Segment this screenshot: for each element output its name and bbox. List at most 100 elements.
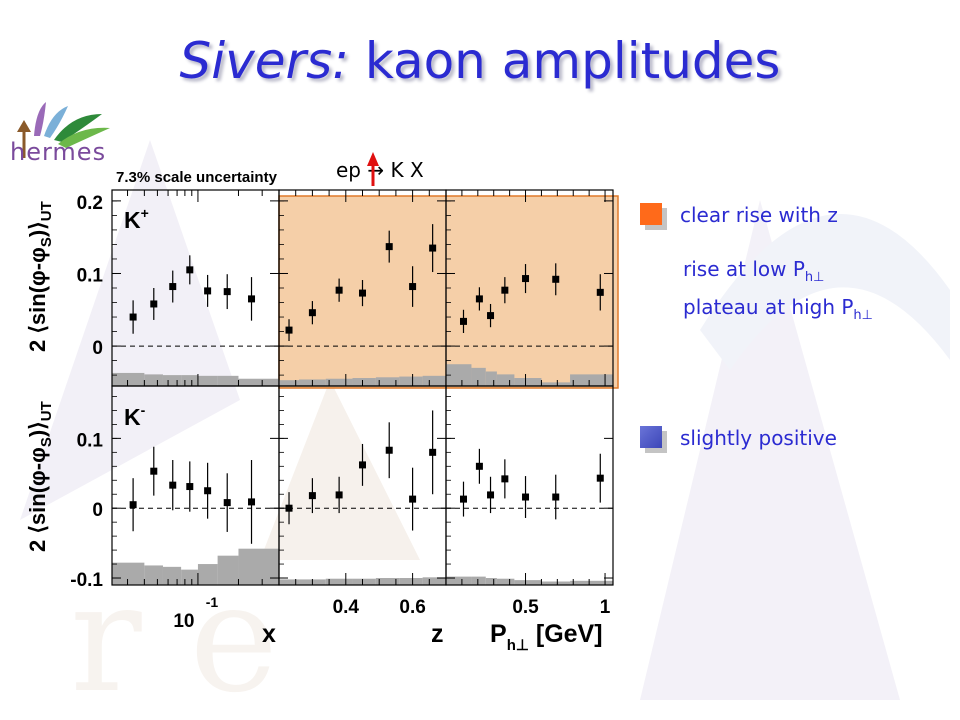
row-label-kminus: K- xyxy=(124,402,146,430)
ylabel-ut: UT xyxy=(38,201,55,221)
ylabel-ut: UT xyxy=(38,401,55,421)
data-point xyxy=(501,286,509,294)
x-tick-label: 10 xyxy=(173,611,194,632)
data-point xyxy=(169,481,177,489)
logo-arrowhead xyxy=(17,120,31,132)
systematic-band xyxy=(375,377,400,386)
watermark-swoosh xyxy=(260,380,420,560)
systematic-band xyxy=(181,375,198,386)
data-point xyxy=(429,244,437,252)
logo-text: hermes xyxy=(10,138,107,166)
axis-title-ph: Ph⊥ [GeV] xyxy=(490,620,603,654)
watermark-swoosh xyxy=(700,213,950,370)
data-point xyxy=(248,498,256,506)
data-point xyxy=(204,287,212,295)
data-point xyxy=(285,326,293,334)
polarization-arrow-icon xyxy=(367,152,379,186)
data-point xyxy=(204,487,212,495)
data-point xyxy=(409,495,417,503)
data-point xyxy=(335,286,343,294)
systematic-band xyxy=(238,548,279,585)
systematic-band xyxy=(399,578,423,585)
systematic-band xyxy=(496,578,515,585)
x-tick-label: 0.4 xyxy=(333,597,360,618)
data-point xyxy=(359,461,366,469)
systematic-band xyxy=(471,367,486,386)
systematic-band xyxy=(352,578,376,585)
systematic-band xyxy=(514,378,542,386)
ylabel-top: 2 ⟨sin(φ-φS)⟩UT xyxy=(25,201,55,352)
systematic-band xyxy=(325,378,353,386)
axis-title-z: z xyxy=(431,620,444,648)
systematic-band xyxy=(485,371,497,386)
scale-uncertainty-note: 7.3% scale uncertainty xyxy=(116,169,277,186)
data-point xyxy=(409,283,417,291)
data-point xyxy=(248,295,256,303)
systematic-band xyxy=(217,555,239,585)
systematic-band xyxy=(197,564,218,585)
note-clear-rise: clear rise with z xyxy=(680,203,838,227)
systematic-band xyxy=(112,372,145,386)
orange-bullet-icon xyxy=(640,203,667,230)
data-point xyxy=(223,288,231,296)
data-point xyxy=(169,283,177,291)
data-point xyxy=(308,492,316,500)
note-slightly-positive: slightly positive xyxy=(680,426,837,450)
data-point xyxy=(359,289,366,297)
reaction-ep: ep xyxy=(336,158,361,182)
systematic-band xyxy=(238,378,279,386)
watermark-swoosh xyxy=(20,140,240,520)
title-rest: kaon amplitudes xyxy=(348,32,781,90)
data-point xyxy=(308,309,316,317)
ylabel-sub: S xyxy=(38,237,55,247)
systematic-band xyxy=(541,382,571,386)
data-point xyxy=(385,243,393,251)
data-point xyxy=(522,275,530,283)
panel-frame xyxy=(445,385,614,586)
systematic-band xyxy=(279,380,300,386)
data-point xyxy=(335,491,343,499)
hermes-logo-icon xyxy=(17,102,110,158)
data-point xyxy=(487,491,495,499)
logo-wing xyxy=(44,106,68,138)
title-italic: Sivers: xyxy=(179,32,349,90)
data-point xyxy=(475,295,483,303)
data-point xyxy=(501,475,509,483)
slide-title: Sivers: kaon amplitudes xyxy=(0,32,960,90)
data-point xyxy=(429,448,437,456)
data-point xyxy=(186,266,194,274)
blue-bullet-icon xyxy=(640,426,667,453)
ylabel-sub: S xyxy=(38,437,55,447)
x-tick-exponent: -1 xyxy=(206,594,219,610)
data-point xyxy=(285,504,293,512)
data-point xyxy=(552,493,560,501)
y-tick-label: 0 xyxy=(92,338,103,359)
systematic-band xyxy=(570,374,613,386)
logo-wing xyxy=(58,127,110,148)
x-tick-label: 0.6 xyxy=(399,597,425,618)
systematic-band xyxy=(541,581,571,585)
systematic-band xyxy=(446,576,472,585)
systematic-band xyxy=(570,580,613,585)
logo-wing xyxy=(54,114,102,142)
x-tick-label: 1 xyxy=(600,597,611,618)
highlight-region xyxy=(278,195,619,389)
data-point xyxy=(596,474,604,482)
systematic-band xyxy=(162,566,182,585)
data-point xyxy=(459,495,467,503)
data-point xyxy=(522,493,530,501)
data-point xyxy=(596,288,604,296)
systematic-band xyxy=(181,569,198,585)
note-rise-low: rise at low Ph⊥ xyxy=(683,257,825,285)
data-point xyxy=(385,446,393,454)
systematic-band xyxy=(446,364,472,386)
systematic-band xyxy=(197,375,218,386)
systematic-band xyxy=(112,562,145,585)
systematic-band xyxy=(422,577,446,585)
systematic-band xyxy=(279,579,300,585)
x-tick-label: 0.5 xyxy=(512,597,539,618)
watermark-swoosh xyxy=(640,200,900,700)
data-point xyxy=(186,483,194,491)
systematic-band xyxy=(144,565,163,585)
